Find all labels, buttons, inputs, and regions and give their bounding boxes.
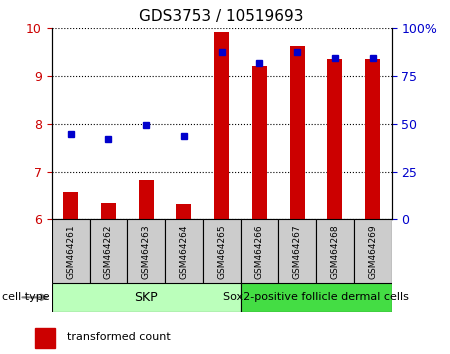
Text: SKP: SKP [134,291,158,304]
Bar [165,219,203,283]
Text: GSM464264: GSM464264 [180,224,189,279]
Bar [316,219,354,283]
Bar [365,59,380,219]
Bar [214,32,229,219]
Bar [327,59,342,219]
Bar [203,219,240,283]
Bar [139,180,153,219]
Title: GDS3753 / 10519693: GDS3753 / 10519693 [140,9,304,24]
Bar [290,46,305,219]
Bar [90,219,127,283]
Bar [240,283,392,312]
Text: GSM464262: GSM464262 [104,224,113,279]
Bar [52,219,90,283]
Bar [176,204,191,219]
Bar [52,283,240,312]
Bar [127,219,165,283]
Text: transformed count: transformed count [67,332,171,342]
Text: cell type: cell type [2,292,50,302]
Text: GSM464267: GSM464267 [292,224,302,279]
Bar [278,219,316,283]
Text: GSM464263: GSM464263 [142,224,151,279]
Text: GSM464269: GSM464269 [368,224,377,279]
Text: GSM464261: GSM464261 [66,224,75,279]
Bar [63,192,78,219]
Bar [240,219,278,283]
Bar [252,65,267,219]
Bar [35,328,55,348]
Text: GSM464266: GSM464266 [255,224,264,279]
Bar [101,203,116,219]
Text: Sox2-positive follicle dermal cells: Sox2-positive follicle dermal cells [223,292,409,302]
Text: GSM464265: GSM464265 [217,224,226,279]
Text: GSM464268: GSM464268 [330,224,339,279]
Bar [354,219,392,283]
